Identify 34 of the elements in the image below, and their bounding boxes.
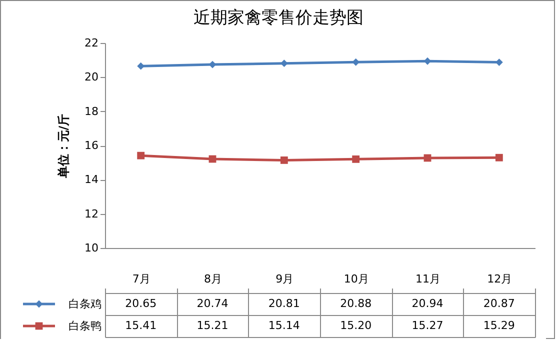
data-label: 15.29	[483, 319, 515, 332]
point	[208, 60, 216, 68]
data-label: 15.20	[340, 319, 372, 332]
point	[352, 155, 360, 163]
y-tick-label: 14	[84, 173, 98, 186]
y-tick-label: 16	[84, 139, 98, 152]
data-label: 20.65	[125, 297, 157, 310]
data-label: 20.87	[483, 297, 515, 310]
y-tick-label: 12	[84, 207, 98, 220]
data-label: 20.94	[412, 297, 444, 310]
data-label: 15.14	[268, 319, 300, 332]
legend-label: 白条鸭	[68, 320, 102, 332]
x-tick-label: 12月	[487, 272, 512, 286]
data-label: 20.88	[340, 297, 372, 310]
point	[495, 154, 503, 162]
data-label: 20.74	[196, 297, 228, 310]
chart-title: 近期家禽零售价走势图	[194, 8, 364, 28]
y-tick-label: 20	[84, 70, 98, 84]
x-tick-label: 8月	[204, 272, 222, 286]
data-label: 15.27	[412, 319, 444, 332]
data-label: 15.21	[196, 319, 228, 332]
x-tick-label: 9月	[276, 272, 294, 286]
y-tick-label: 18	[84, 104, 98, 118]
data-label: 15.41	[125, 319, 157, 332]
legend-label: 白条鸡	[68, 298, 102, 310]
y-axis-title: 单位：元/斤	[56, 114, 71, 180]
point	[137, 152, 145, 160]
point	[280, 156, 288, 164]
x-tick-label: 7月	[132, 272, 150, 286]
y-tick-label: 10	[84, 242, 98, 254]
x-tick-label: 10月	[344, 272, 369, 286]
y-tick-label: 22	[84, 36, 98, 50]
data-label: 20.81	[268, 297, 300, 310]
x-tick-label: 11月	[416, 272, 440, 286]
